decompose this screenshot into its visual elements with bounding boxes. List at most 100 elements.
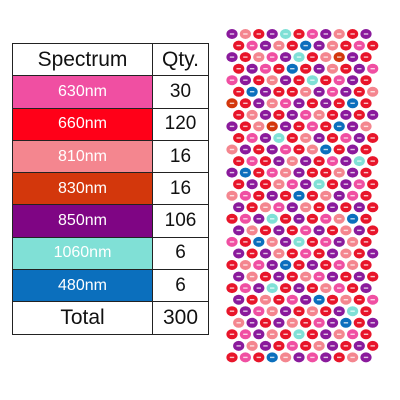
led-chip — [333, 98, 345, 109]
led-die-mark — [310, 195, 315, 197]
led-die-mark — [296, 310, 302, 312]
led-die-mark — [343, 345, 349, 347]
led-die-mark — [343, 322, 349, 324]
led-die-mark — [330, 229, 335, 232]
led-chip — [246, 86, 258, 97]
led-chip — [367, 294, 379, 305]
led-die-mark — [330, 206, 335, 208]
led-die-mark — [243, 171, 248, 174]
led-chip — [353, 294, 365, 305]
led-die-mark — [310, 79, 315, 81]
led-die-mark — [357, 44, 362, 47]
led-die-mark — [350, 195, 355, 197]
led-die-mark — [236, 91, 241, 93]
led-chip — [286, 156, 298, 167]
led-chip — [340, 63, 352, 74]
led-chip — [226, 352, 238, 363]
led-die-mark — [296, 241, 302, 243]
led-die-mark — [350, 79, 355, 81]
led-chip — [367, 225, 379, 236]
led-die-mark — [229, 333, 235, 335]
led-die-mark — [256, 125, 261, 128]
led-die-mark — [370, 114, 375, 116]
led-chip — [280, 121, 292, 132]
led-die-mark — [276, 206, 282, 208]
led-die-mark — [370, 252, 375, 255]
led-die-mark — [263, 299, 268, 301]
led-chip — [326, 225, 339, 236]
led-die-mark — [337, 148, 342, 151]
led-die-mark — [283, 33, 288, 35]
led-chip — [320, 329, 332, 340]
led-die-mark — [276, 229, 282, 232]
led-die-mark — [296, 356, 302, 359]
led-chip — [300, 225, 312, 236]
led-chip — [347, 190, 359, 201]
led-die-mark — [310, 333, 315, 335]
led-chip — [266, 75, 278, 86]
led-die-mark — [283, 333, 288, 335]
led-chip — [226, 260, 238, 270]
led-die-mark — [263, 229, 268, 232]
led-chip — [367, 202, 379, 213]
led-die-mark — [243, 264, 248, 266]
led-chip — [367, 40, 379, 51]
led-die-mark — [270, 287, 275, 289]
led-chip — [360, 98, 372, 109]
table-row: 1060nm 6 — [12, 236, 209, 271]
led-chip — [246, 340, 258, 351]
led-die-mark — [270, 333, 275, 335]
led-chip — [293, 167, 305, 178]
led-die-mark — [323, 333, 328, 335]
qty-header: Qty. — [152, 42, 209, 77]
led-die-mark — [290, 183, 295, 185]
led-die-mark — [276, 275, 282, 278]
led-chip — [320, 75, 332, 86]
led-chip — [226, 75, 238, 86]
led-chip — [326, 294, 339, 305]
led-chip — [226, 236, 238, 247]
led-chip — [293, 352, 305, 363]
led-die-mark — [370, 275, 375, 278]
led-chip — [367, 340, 379, 351]
led-chip — [333, 283, 345, 294]
led-chip — [226, 190, 238, 201]
led-chip — [266, 260, 278, 270]
led-die-mark — [370, 68, 375, 70]
led-chip — [266, 190, 278, 201]
led-chip — [347, 52, 359, 63]
led-chip — [360, 167, 372, 178]
led-die-mark — [270, 195, 275, 197]
led-die-mark — [276, 114, 282, 116]
led-die-mark — [263, 322, 268, 324]
led-die-mark — [370, 91, 375, 93]
led-die-mark — [243, 56, 248, 58]
led-chip — [246, 133, 258, 143]
led-die-mark — [270, 218, 275, 220]
led-die-mark — [343, 160, 349, 162]
led-chip — [233, 340, 245, 351]
led-chip — [239, 121, 251, 132]
led-die-mark — [249, 160, 255, 162]
led-die-mark — [236, 206, 241, 208]
led-chip — [313, 109, 325, 120]
led-die-mark — [256, 102, 261, 104]
led-die-mark — [310, 264, 315, 266]
led-chip — [239, 329, 251, 340]
led-chip — [360, 283, 372, 294]
led-chip — [246, 179, 258, 190]
led-die-mark — [276, 299, 282, 301]
led-die-mark — [323, 125, 328, 128]
led-chip — [273, 40, 285, 51]
led-die-mark — [283, 102, 288, 104]
led-die-mark — [243, 310, 248, 312]
led-die-mark — [303, 252, 308, 255]
led-chip — [273, 63, 285, 74]
led-chip — [293, 144, 305, 155]
led-die-mark — [357, 137, 362, 139]
led-die-mark — [323, 287, 328, 289]
led-die-mark — [337, 56, 342, 58]
led-die-mark — [370, 229, 375, 232]
led-die-mark — [236, 114, 241, 116]
led-die-mark — [330, 68, 335, 70]
